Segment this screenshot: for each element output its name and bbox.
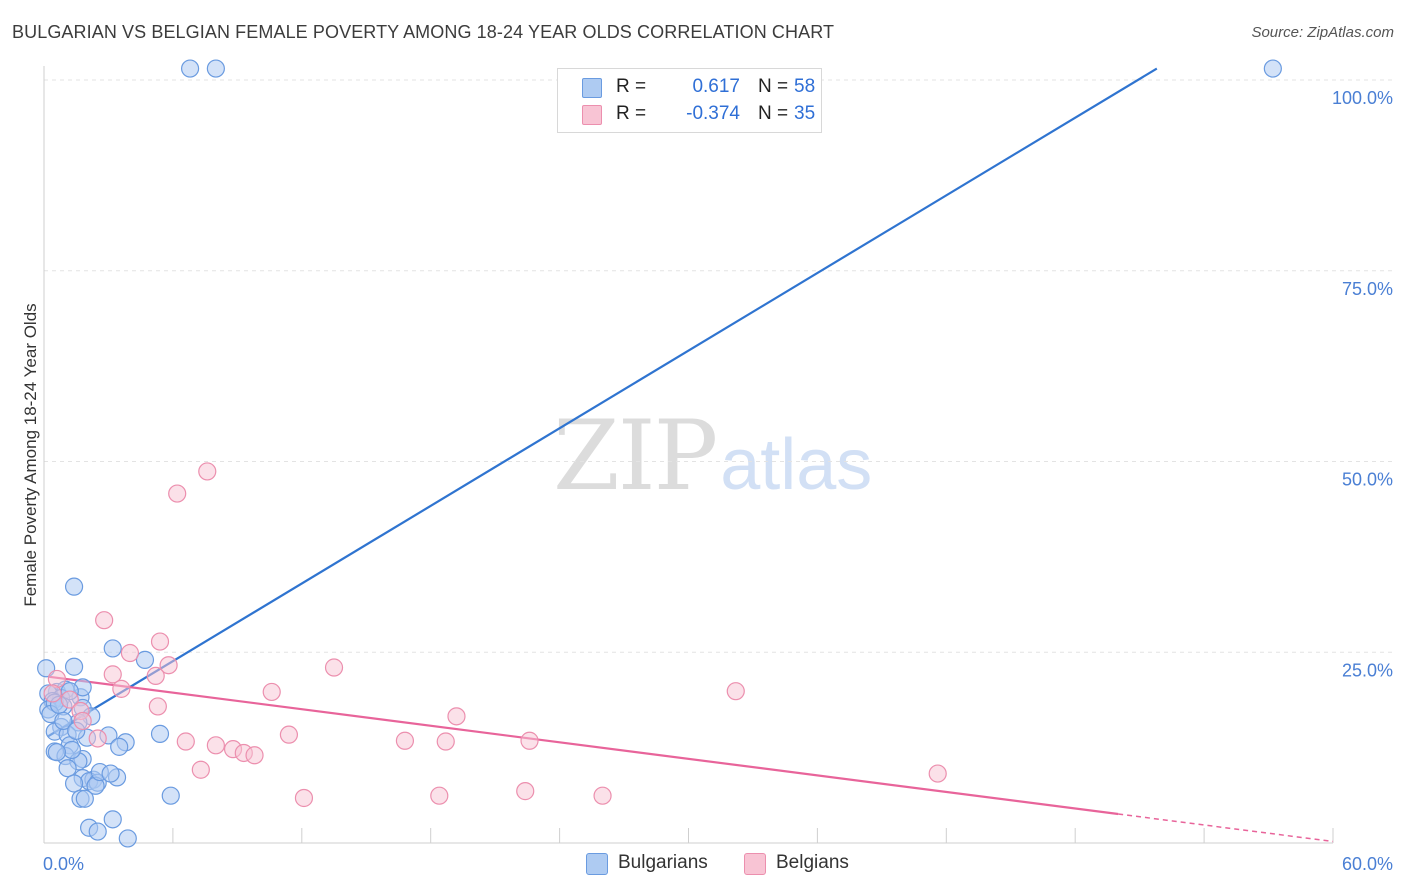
- bulgarians-label: Bulgarians: [618, 852, 708, 873]
- belgians-point: [43, 684, 62, 703]
- grid-lines: [44, 79, 1395, 653]
- bulgarians-trend-line: [47, 67, 1158, 738]
- belgians-point: [262, 682, 281, 702]
- belgians-points: [43, 462, 947, 808]
- belgians-point: [516, 782, 535, 801]
- belgians-point: [95, 611, 114, 630]
- belgians-point: [324, 658, 344, 677]
- y-tick-label: 25.0%: [1342, 660, 1393, 680]
- bulgarians-point: [103, 810, 122, 829]
- bulgarians-point: [37, 659, 56, 678]
- y-tick-label: 50.0%: [1342, 470, 1393, 490]
- belgians-point: [520, 731, 539, 750]
- bulgarians-point: [110, 737, 129, 756]
- legend-r-value: 0.617: [692, 76, 740, 97]
- bulgarians-point: [88, 822, 107, 841]
- bulgarians-points: [37, 59, 1282, 848]
- bulgarians-swatch: [586, 853, 608, 875]
- x-tick-label: 60.0%: [1342, 854, 1393, 874]
- bulgarians-point: [206, 59, 225, 78]
- belgians-point: [150, 632, 170, 651]
- belgians-point: [176, 732, 195, 751]
- legend-n-value: 58: [794, 76, 816, 97]
- chart-title: BULGARIAN VS BELGIAN FEMALE POVERTY AMON…: [12, 22, 835, 42]
- bulgarians-point: [64, 774, 84, 793]
- belgians-label: Belgians: [776, 852, 849, 873]
- bulgarians-point: [103, 639, 122, 658]
- legend-r-label: R =: [616, 76, 647, 97]
- belgians-point: [88, 729, 107, 748]
- correlation-legend: R = 0.617 N = 58 R = -0.374 N = 35: [557, 68, 822, 133]
- belgians-point: [168, 484, 187, 503]
- belgians-trend-line: [48, 675, 1119, 816]
- legend-n-value: 35: [794, 103, 816, 124]
- watermark-zip: ZIP: [553, 400, 718, 512]
- bulgarians-point: [64, 657, 84, 676]
- bulgarians-point: [118, 829, 137, 848]
- belgians-point: [593, 786, 612, 805]
- legend-swatch-pink: [582, 105, 602, 125]
- belgians-point: [73, 711, 92, 731]
- legend-swatch-blue: [582, 78, 602, 98]
- bulgarians-point: [1263, 59, 1282, 78]
- belgians-point: [148, 697, 167, 716]
- legend-r-value: -0.374: [686, 103, 740, 124]
- belgians-point: [112, 679, 131, 698]
- belgians-swatch: [744, 853, 766, 875]
- belgians-point: [395, 731, 415, 750]
- bulgarians-point: [75, 789, 94, 808]
- trend-lines: [47, 67, 1334, 843]
- bulgarians-point: [54, 711, 73, 731]
- legend-n-label: N =: [758, 103, 789, 124]
- belgians-trend-extension: [1118, 813, 1334, 843]
- y-tick-label: 100.0%: [1332, 88, 1393, 108]
- bulgarians-point: [150, 724, 170, 743]
- belgians-point: [191, 760, 210, 779]
- belgians-point: [146, 666, 165, 686]
- y-tick-label: 75.0%: [1342, 279, 1393, 299]
- legend-n-label: N =: [758, 76, 789, 97]
- belgians-point: [198, 462, 217, 481]
- belgians-point: [103, 665, 122, 684]
- watermark: ZIPatlas: [553, 400, 872, 512]
- bulgarians-point: [62, 740, 82, 760]
- bulgarians-point: [101, 764, 120, 783]
- bulgarians-point: [135, 650, 155, 669]
- source-credit: Source: ZipAtlas.com: [1251, 24, 1394, 41]
- belgians-point: [159, 656, 178, 675]
- axes: [43, 66, 1334, 844]
- x-tick-label: 0.0%: [43, 854, 84, 874]
- belgians-point: [430, 786, 449, 805]
- belgians-point: [447, 707, 466, 726]
- bulgarians-point: [64, 577, 84, 596]
- bulgarians-point: [58, 759, 77, 778]
- bulgarians-point: [47, 743, 66, 762]
- belgians-point: [294, 788, 314, 808]
- belgians-point: [206, 736, 225, 755]
- belgians-point: [928, 764, 947, 783]
- bulgarians-point: [161, 786, 180, 805]
- legend-r-label: R =: [616, 103, 647, 124]
- tick-labels: 25.0% 50.0% 75.0% 100.0% 0.0% 60.0%: [43, 88, 1393, 874]
- watermark-atlas: atlas: [720, 425, 873, 505]
- belgians-point: [279, 725, 299, 744]
- bulgarians-point: [180, 59, 200, 78]
- belgians-point: [436, 732, 455, 751]
- belgians-point: [726, 682, 745, 701]
- belgians-point: [60, 690, 79, 709]
- belgians-point: [120, 643, 140, 663]
- belgians-point: [245, 746, 264, 765]
